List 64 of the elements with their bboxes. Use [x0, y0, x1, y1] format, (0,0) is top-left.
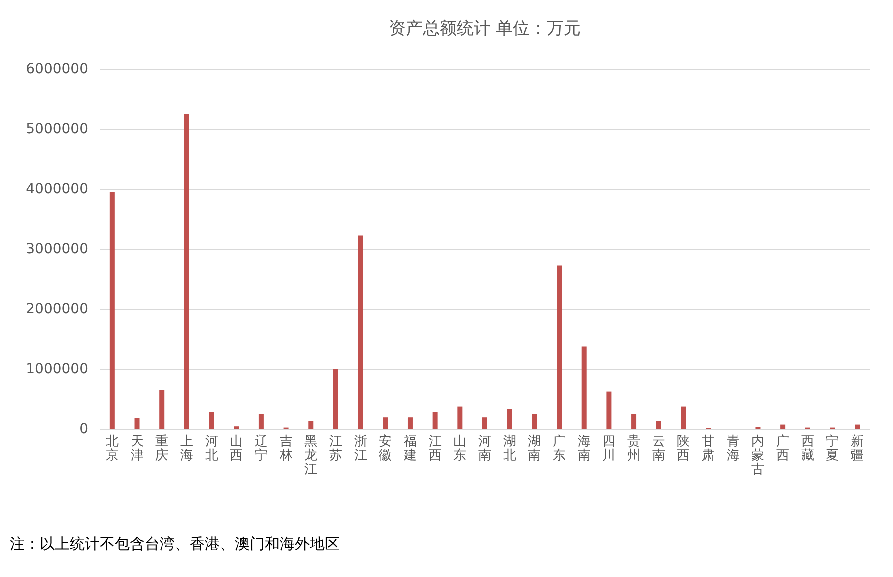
x-tick-label: 广西 [776, 434, 790, 464]
chart-title: 资产总额统计 单位：万元 [388, 19, 582, 39]
bar [632, 414, 637, 429]
bar [333, 369, 338, 429]
bar [780, 424, 786, 429]
bar [532, 414, 538, 429]
x-tick-label: 新疆 [851, 434, 864, 464]
bar [160, 390, 165, 429]
y-tick-label: 2000000 [26, 302, 88, 318]
text: 注：以上统计不包含台湾、香港、澳门和海外地区 [10, 535, 340, 553]
bar [507, 409, 512, 429]
x-tick-label: 江西 [428, 434, 442, 464]
x-tick-label: 四川 [602, 434, 616, 464]
x-tick-label: 上海 [180, 434, 194, 464]
y-tick-label: 3000000 [26, 242, 88, 258]
x-tick-label: 青海 [726, 434, 740, 464]
x-tick-label: 贵州 [628, 434, 641, 464]
y-tick-label: 6000000 [26, 62, 88, 78]
bar [557, 266, 562, 429]
bar [110, 192, 115, 429]
x-tick-label: 福建 [402, 434, 417, 464]
bar [408, 418, 413, 429]
bar [432, 412, 438, 429]
bar [458, 406, 463, 429]
bar [656, 421, 662, 429]
bar [482, 418, 488, 429]
x-tick-label: 海南 [578, 434, 591, 464]
bar [383, 418, 388, 429]
x-tick-label: 西藏 [801, 434, 814, 464]
x-tick-label: 江苏 [329, 434, 342, 464]
y-tick-label: 5000000 [26, 122, 88, 138]
x-tick-label: 浙江 [354, 434, 368, 464]
y-tick-label: 0 [80, 422, 88, 438]
x-tick-label: 山西 [230, 434, 244, 464]
bar [209, 412, 214, 429]
x-tick-label: 甘肃 [702, 434, 716, 464]
x-tick-label: 广东 [553, 434, 566, 464]
x-tick-label: 天津 [130, 434, 144, 464]
x-tick-label: 安徽 [379, 434, 392, 464]
x-tick-label: 吉林 [278, 434, 293, 464]
bar [134, 418, 140, 429]
x-tick-label: 湖北 [503, 434, 516, 464]
x-tick-label: 重庆 [156, 434, 169, 464]
x-tick-label: 河北 [205, 434, 218, 464]
bar [184, 114, 190, 429]
bar [681, 406, 686, 429]
x-tick-label: 辽宁 [254, 434, 268, 464]
y-tick-label: 1000000 [26, 362, 88, 378]
bar [606, 392, 612, 429]
bar [855, 424, 860, 429]
x-tick-label: 山东 [454, 434, 467, 464]
bar [358, 236, 364, 429]
y-tick-label: 4000000 [26, 182, 88, 198]
x-tick-label: 河南 [478, 434, 492, 464]
x-tick-label: 云南 [652, 434, 666, 464]
x-tick-label: 湖南 [528, 434, 542, 464]
bar [258, 414, 264, 429]
x-tick-label: 北京 [106, 434, 119, 464]
x-tick-label: 内蒙古 [752, 434, 765, 478]
x-tick-label: 陕西 [677, 434, 690, 464]
x-tick-label: 黑龙江 [304, 434, 318, 478]
x-tick-label: 宁夏 [826, 434, 840, 464]
bar [582, 346, 587, 429]
bar [308, 421, 314, 429]
